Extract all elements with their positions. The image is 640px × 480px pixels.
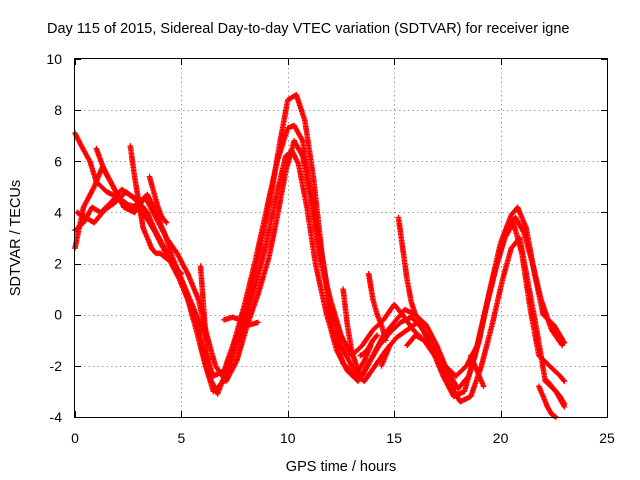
series-track-4: [72, 138, 566, 384]
y-tick-label: 0: [54, 307, 62, 323]
series-track-18: [544, 378, 568, 407]
series-points: [378, 342, 393, 369]
series-points: [146, 173, 170, 226]
y-axis-label: SDTVAR / TECUs: [8, 180, 24, 296]
series-track-8: [197, 263, 212, 369]
series-track-6: [127, 143, 185, 277]
x-tick-label: 25: [599, 430, 615, 446]
plot-frame: [74, 58, 608, 418]
y-tick-label: 10: [46, 51, 62, 67]
series-track-10: [340, 286, 374, 374]
series-track-7: [146, 173, 170, 226]
series-points: [395, 214, 427, 331]
grid: [75, 59, 607, 417]
chart-title: Day 115 of 2015, Sidereal Day-to-day VTE…: [47, 21, 570, 37]
y-tick-label: -4: [50, 409, 63, 425]
x-tick-label: 0: [71, 430, 79, 446]
x-tick-label: 15: [386, 430, 402, 446]
series-track-12: [357, 332, 380, 359]
series-points: [468, 352, 487, 390]
series-points: [544, 378, 568, 407]
x-tick-label: 10: [280, 430, 296, 446]
y-tick-label: 6: [54, 153, 62, 169]
y-tick-label: -2: [50, 358, 63, 374]
series-track-14: [395, 214, 427, 331]
x-tick-labels: 0 5 10 15 20 25: [71, 430, 615, 446]
series-track-9: [221, 314, 261, 328]
x-axis-label: GPS time / hours: [286, 459, 396, 475]
series-points: [72, 138, 566, 384]
y-tick-label: 8: [54, 102, 62, 118]
series-points: [404, 332, 427, 349]
y-tick-label: 4: [54, 204, 62, 220]
x-tick-label: 20: [493, 430, 509, 446]
series-track-13: [378, 342, 393, 369]
data-series: [72, 92, 568, 420]
series-points: [197, 263, 212, 369]
series-points: [365, 271, 389, 344]
series-track-16: [468, 352, 487, 390]
series-points: [536, 383, 559, 420]
series-track-17: [536, 383, 559, 420]
series-points: [340, 286, 374, 374]
series-points: [357, 332, 380, 359]
series-track-11: [365, 271, 389, 344]
y-tick-label: 2: [54, 256, 62, 272]
y-tick-labels: -4 -2 0 2 4 6 8 10: [46, 51, 62, 425]
series-points: [221, 314, 261, 328]
series-points: [127, 143, 185, 277]
x-tick-label: 5: [178, 430, 186, 446]
series-track-15: [404, 332, 427, 349]
